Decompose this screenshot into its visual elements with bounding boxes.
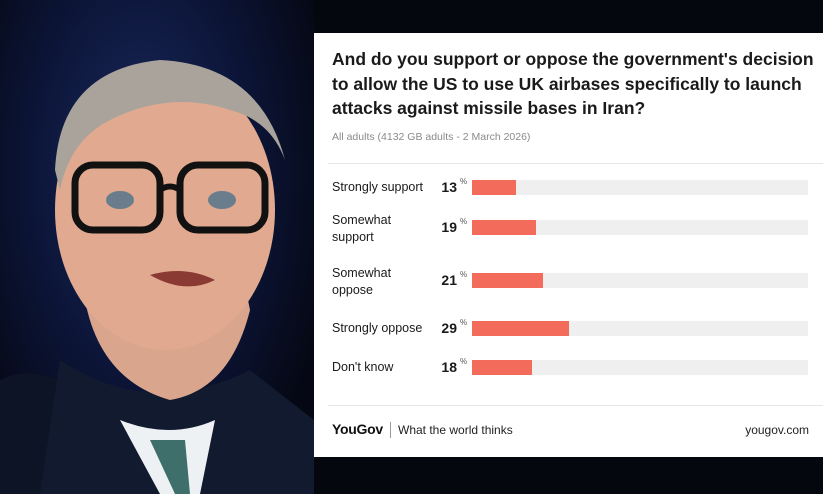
bar-value-label: 13 — [441, 179, 457, 195]
politician-photo — [0, 0, 314, 494]
bar — [472, 220, 536, 235]
poll-card: And do you support or oppose the governm… — [314, 33, 823, 457]
bar-unit-label: % — [460, 217, 468, 226]
bar-unit-label: % — [460, 177, 468, 186]
bar-unit-label: % — [460, 357, 468, 366]
bar-unit-label: % — [460, 270, 468, 279]
bar-value-label: 21 — [441, 272, 457, 288]
bar-track — [472, 273, 808, 288]
bar-track — [472, 360, 808, 375]
bar-track — [472, 180, 808, 195]
bar-category-label: Somewhat oppose — [332, 266, 392, 297]
bar-unit-label: % — [460, 318, 468, 327]
bar-category-label: Strongly oppose — [332, 321, 423, 335]
divider — [328, 163, 823, 164]
portrait-illustration — [0, 60, 314, 494]
bar — [472, 360, 533, 375]
brand-separator — [390, 422, 391, 438]
poll-question: And do you support or oppose the governm… — [332, 49, 814, 118]
site-url: yougov.com — [745, 423, 809, 437]
bar-category-label: Somewhat support — [332, 213, 392, 244]
bar-track — [472, 321, 808, 336]
bar-value-label: 29 — [441, 320, 457, 336]
bar — [472, 273, 543, 288]
divider — [328, 405, 823, 406]
yougov-logo: YouGov — [332, 421, 383, 437]
bar-value-label: 19 — [441, 219, 457, 235]
bar-track — [472, 220, 808, 235]
poll-subtitle: All adults (4132 GB adults - 2 March 202… — [332, 131, 531, 143]
brand-tagline: What the world thinks — [398, 423, 513, 437]
bar-category-label: Strongly support — [332, 180, 424, 194]
bar — [472, 321, 570, 336]
bar-category-label: Don't know — [332, 360, 394, 374]
bar-value-label: 18 — [441, 359, 457, 375]
bar — [472, 180, 516, 195]
